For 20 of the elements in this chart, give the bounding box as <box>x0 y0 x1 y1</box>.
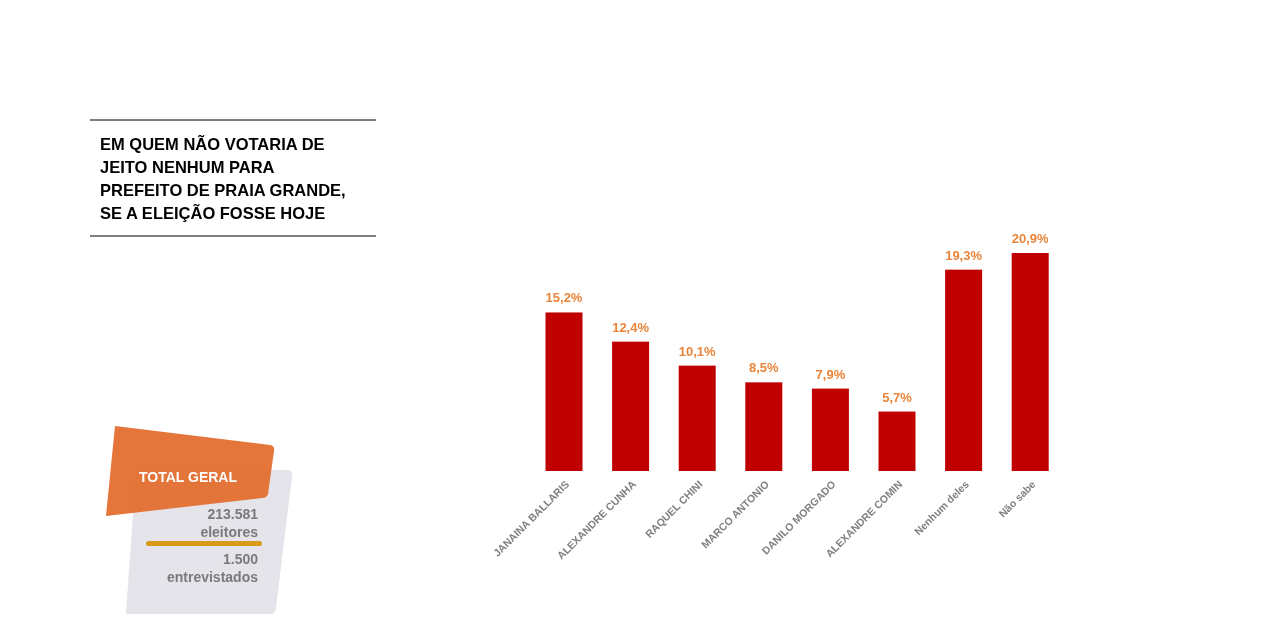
data-label: 19,3% <box>945 247 983 263</box>
bar <box>1011 253 1049 471</box>
bar <box>945 269 983 471</box>
bar <box>545 312 583 471</box>
data-label: 8,5% <box>748 360 780 376</box>
data-label: 7,9% <box>815 366 846 382</box>
data-label: 20,9% <box>1011 231 1050 246</box>
bar <box>612 341 650 471</box>
text: 1.500 entrevistados <box>166 551 259 585</box>
text: 213.581 eleitores <box>200 506 259 540</box>
bar <box>678 365 716 471</box>
bar <box>745 382 783 471</box>
data-label: 12,4% <box>612 319 650 335</box>
data-label: 5,7% <box>882 389 913 405</box>
text: EM QUEM NÃO VOTARIA DE JEITO NENHUM PARA PREFEITO DE PRAIA GRANDE, SE A ELEIÇÃO FOSSE HOJE <box>100 134 346 222</box>
data-label: 15,2% <box>545 290 583 306</box>
bar <box>811 388 849 471</box>
data-label: 10,1% <box>678 343 717 359</box>
bar <box>878 411 916 471</box>
text: TOTAL GERAL <box>139 469 238 485</box>
